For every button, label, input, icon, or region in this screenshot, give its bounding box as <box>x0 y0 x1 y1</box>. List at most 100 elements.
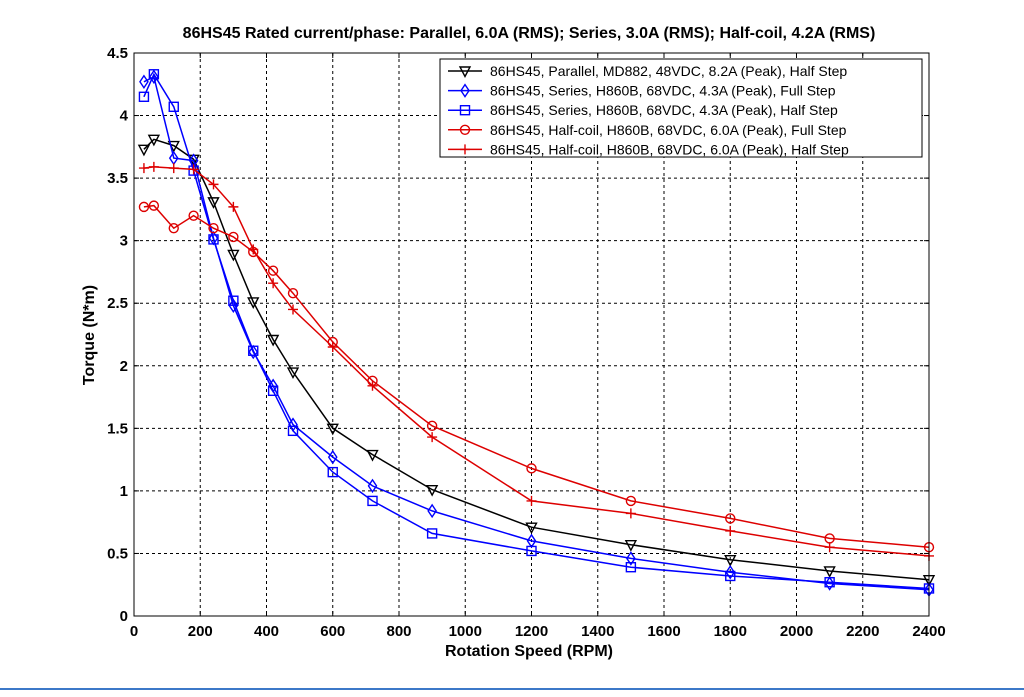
y-tick-label: 0 <box>120 608 128 625</box>
data-point <box>427 503 437 519</box>
x-tick-label: 400 <box>254 623 279 640</box>
data-point <box>286 367 300 380</box>
bottom-rule <box>0 688 1024 690</box>
data-point <box>824 542 835 553</box>
data-point <box>247 297 260 309</box>
data-point <box>149 69 159 85</box>
x-tick-label: 1200 <box>515 623 548 640</box>
y-tick-label: 0.5 <box>107 545 128 562</box>
data-point <box>327 342 338 353</box>
x-tick-label: 2400 <box>912 623 945 640</box>
data-point <box>287 425 299 437</box>
legend-marker <box>459 124 471 136</box>
axis-ticks: 0 200 400 600 800 1000 1200 1400 1600 1800 2000 220… <box>107 45 946 640</box>
series-line <box>143 138 930 581</box>
data-point <box>208 222 219 234</box>
data-point <box>148 161 159 172</box>
data-point <box>266 334 280 347</box>
data-point <box>725 564 736 580</box>
series-1 <box>137 134 936 587</box>
data-point <box>168 163 179 174</box>
x-tick-label: 1000 <box>449 623 482 640</box>
series-3 <box>138 69 935 594</box>
data-point <box>824 577 835 588</box>
legend-label: 86HS45, Half-coil, H860B, 68VDC, 6.0A (P… <box>490 141 849 157</box>
series-line <box>143 72 930 590</box>
data-point <box>148 69 160 80</box>
data-point <box>366 449 379 462</box>
x-tick-label: 2200 <box>846 623 879 640</box>
legend-label: 86HS45, Half-coil, H860B, 68VDC, 6.0A (P… <box>490 122 847 138</box>
data-point <box>327 466 338 478</box>
data-point <box>425 484 439 497</box>
data-point <box>288 304 298 315</box>
data-point <box>248 345 259 356</box>
data-point <box>725 513 736 524</box>
data-point <box>823 566 836 578</box>
legend-marker <box>459 104 471 116</box>
legend: 86HS45, Parallel, MD882, 48VDC, 8.2A (Pe… <box>439 58 923 158</box>
data-point <box>138 91 150 102</box>
data-point <box>326 423 339 436</box>
legend-item: 86HS45, Half-coil, H860B, 68VDC, 6.0A (P… <box>448 141 849 157</box>
data-point <box>625 495 637 507</box>
data-point <box>138 201 150 213</box>
y-tick-label: 2.5 <box>107 295 128 312</box>
data-point <box>525 522 538 535</box>
data-point <box>625 508 636 519</box>
x-tick-label: 600 <box>320 623 345 640</box>
data-point <box>367 495 378 507</box>
grid <box>134 53 929 616</box>
legend-item: 86HS45, Series, H860B, 68VDC, 4.3A (Peak… <box>448 83 836 99</box>
legend-item: 86HS45, Series, H860B, 68VDC, 4.3A (Peak… <box>448 102 838 118</box>
x-tick-label: 800 <box>386 623 411 640</box>
data-point <box>228 201 239 212</box>
data-point <box>248 344 259 360</box>
data-point <box>147 134 161 147</box>
legend-item: 86HS45, Half-coil, H860B, 68VDC, 6.0A (P… <box>448 122 847 138</box>
data-point <box>626 551 636 566</box>
data-point <box>148 200 160 211</box>
series-line <box>143 75 930 591</box>
legend-box <box>439 58 923 158</box>
data-point <box>208 234 219 245</box>
data-point <box>139 74 149 90</box>
y-tick-label: 3.5 <box>107 170 128 187</box>
data-point <box>228 298 239 313</box>
data-point <box>228 231 239 243</box>
data-point <box>624 539 638 552</box>
y-tick-label: 1 <box>120 483 128 500</box>
legend-marker <box>460 83 470 98</box>
data-point <box>526 545 537 557</box>
y-tick-label: 4.5 <box>107 45 128 62</box>
data-point <box>367 478 378 494</box>
x-tick-label: 1800 <box>714 623 747 640</box>
data-point <box>367 380 378 391</box>
data-point <box>227 249 240 262</box>
data-point <box>208 179 219 190</box>
data-point <box>138 163 149 174</box>
y-axis-label: Torque (N*m) <box>81 285 98 385</box>
data-point <box>526 463 537 474</box>
data-point <box>287 288 299 299</box>
data-point <box>207 197 220 209</box>
x-tick-label: 0 <box>130 623 138 640</box>
y-tick-label: 4 <box>120 108 129 125</box>
data-point <box>248 244 259 255</box>
y-tick-label: 1.5 <box>107 420 128 437</box>
series-line <box>143 204 930 548</box>
y-tick-label: 2 <box>120 358 128 375</box>
data-point <box>188 210 199 221</box>
data-point <box>168 101 179 112</box>
data-point <box>268 278 279 289</box>
legend-label: 86HS45, Parallel, MD882, 48VDC, 8.2A (Pe… <box>490 63 847 79</box>
data-point <box>188 164 199 175</box>
data-point <box>724 555 737 567</box>
chart-title: 86HS45 Rated current/phase: Parallel, 6.… <box>183 25 876 42</box>
data-point <box>526 495 537 506</box>
x-tick-label: 1600 <box>647 623 680 640</box>
x-tick-label: 200 <box>188 623 213 640</box>
x-axis-label: Rotation Speed (RPM) <box>445 643 613 660</box>
